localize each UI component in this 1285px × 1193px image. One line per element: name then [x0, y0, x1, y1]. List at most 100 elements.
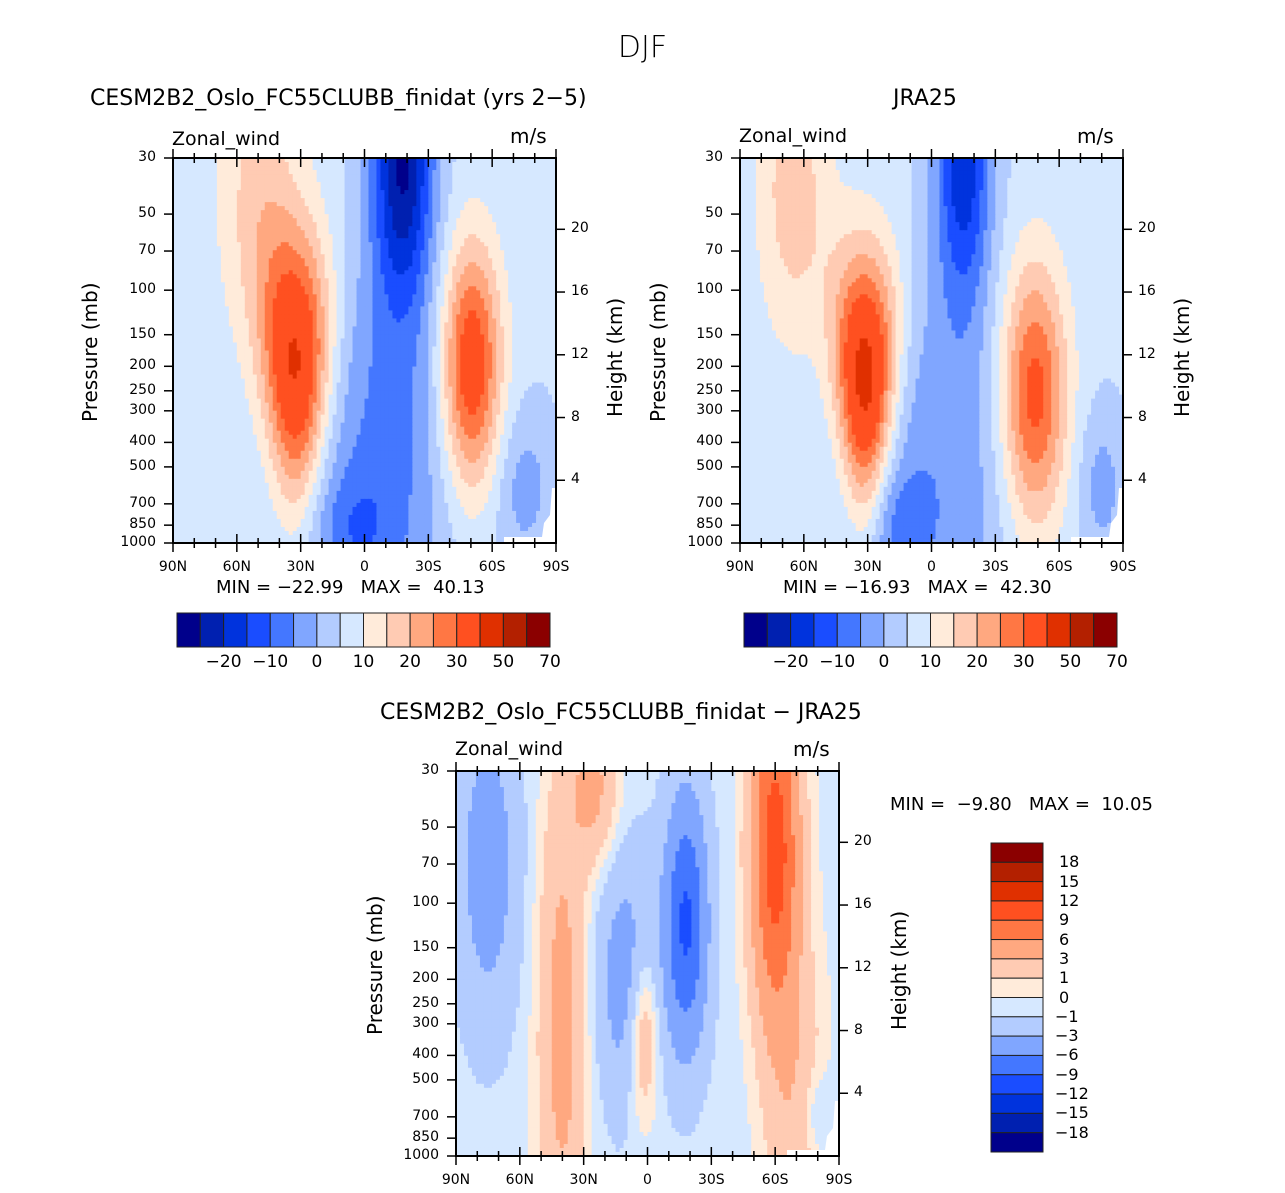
contour-cell	[256, 186, 262, 191]
contour-cell	[536, 242, 541, 247]
contour-cell	[404, 274, 409, 279]
contour-cell	[476, 266, 481, 271]
contour-cell	[504, 254, 509, 259]
contour-cell	[440, 310, 445, 316]
contour-cell	[348, 310, 354, 316]
contour-cell	[276, 286, 282, 291]
contour-cell	[404, 266, 409, 271]
contour-cell	[248, 334, 254, 340]
contour-cell	[384, 314, 390, 320]
contour-cell	[360, 198, 366, 203]
contour-cell	[464, 270, 469, 275]
contour-cell	[248, 194, 254, 199]
contour-cell	[520, 362, 525, 368]
contour-cell	[292, 306, 298, 311]
contour-cell	[352, 190, 358, 195]
contour-cell	[360, 334, 366, 340]
contour-cell	[484, 234, 489, 239]
contour-cell	[284, 330, 290, 336]
contour-cell	[548, 266, 553, 271]
contour-cell	[228, 290, 234, 295]
contour-cell	[188, 270, 194, 275]
contour-cell	[252, 326, 258, 332]
contour-cell	[512, 270, 517, 275]
contour-cell	[232, 166, 238, 171]
contour-cell	[464, 322, 469, 328]
contour-cell	[308, 266, 314, 271]
contour-cell	[524, 266, 529, 271]
contour-cell	[376, 354, 382, 360]
contour-cell	[300, 334, 306, 340]
contour-cell	[364, 266, 370, 271]
contour-cell	[264, 214, 270, 219]
contour-cell	[220, 318, 226, 324]
contour-cell	[420, 246, 425, 251]
contour-cell	[536, 214, 541, 219]
contour-cell	[196, 218, 202, 223]
contour-cell	[432, 290, 437, 295]
contour-cell	[400, 222, 405, 227]
contour-cell	[464, 314, 469, 320]
contour-cell	[480, 278, 485, 283]
contour-cell	[204, 306, 210, 311]
contour-cell	[348, 302, 354, 307]
contour-cell	[408, 170, 413, 175]
contour-cell	[320, 226, 326, 231]
contour-cell	[224, 342, 230, 348]
contour-cell	[508, 354, 513, 360]
contour-cell	[480, 346, 485, 352]
contour-cell	[260, 322, 266, 328]
contour-cell	[300, 254, 306, 259]
contour-cell	[372, 202, 378, 207]
contour-cell	[500, 294, 505, 299]
contour-cell	[308, 206, 314, 211]
contour-cell	[328, 274, 334, 279]
contour-cell	[360, 190, 366, 195]
contour-cell	[380, 222, 386, 227]
contour-cell	[260, 326, 266, 332]
contour-cell	[296, 230, 302, 235]
contour-cell	[344, 274, 350, 279]
contour-cell	[220, 306, 226, 311]
contour-cell	[316, 298, 322, 303]
contour-cell	[492, 330, 497, 336]
contour-cell	[468, 202, 473, 207]
contour-cell	[228, 322, 234, 328]
contour-cell	[436, 218, 441, 223]
contour-cell	[252, 246, 258, 251]
contour-cell	[436, 198, 441, 203]
contour-cell	[308, 354, 314, 360]
contour-cell	[200, 202, 206, 207]
contour-cell	[296, 202, 302, 207]
contour-cell	[544, 262, 549, 267]
contour-cell	[232, 350, 238, 356]
contour-cell	[376, 306, 382, 311]
contour-cell	[392, 262, 398, 267]
contour-cell	[432, 202, 437, 207]
contour-cell	[472, 310, 477, 316]
contour-cell	[252, 358, 258, 364]
contour-cell	[504, 286, 509, 291]
contour-cell	[356, 338, 362, 344]
contour-cell	[312, 218, 318, 223]
contour-cell	[280, 350, 286, 356]
contour-cell	[276, 170, 282, 175]
contour-cell	[196, 326, 202, 332]
contour-cell	[180, 254, 186, 259]
contour-cell	[516, 266, 521, 271]
contour-cell	[372, 318, 378, 324]
contour-cell	[276, 290, 282, 295]
contour-cell	[232, 230, 238, 235]
contour-cell	[536, 310, 541, 316]
contour-cell	[232, 326, 238, 332]
contour-cell	[192, 294, 198, 299]
contour-cell	[232, 226, 238, 231]
contour-cell	[380, 258, 386, 263]
contour-cell	[456, 294, 461, 299]
contour-cell	[456, 318, 461, 324]
contour-cell	[232, 182, 238, 187]
contour-cell	[444, 194, 449, 199]
contour-cell	[288, 334, 294, 340]
contour-cell	[268, 178, 274, 183]
contour-cell	[420, 338, 425, 344]
